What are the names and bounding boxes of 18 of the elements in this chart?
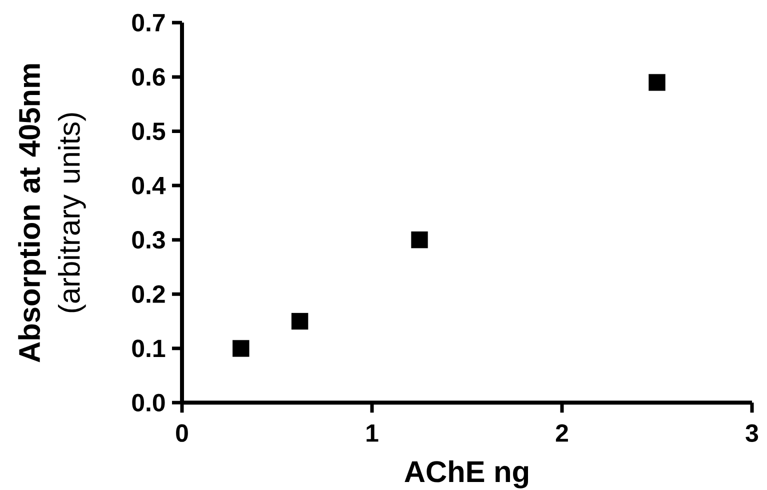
y-tick-label: 0.0 (132, 394, 165, 412)
x-tick-label: 0 (176, 424, 188, 442)
y-tick-label: 0.4 (132, 176, 166, 194)
x-tick-label: 2 (556, 424, 568, 442)
x-tick-label: 3 (746, 424, 758, 442)
x-tick-label: 1 (366, 424, 378, 442)
y-tick-label: 0.7 (132, 14, 165, 32)
point (648, 74, 666, 91)
y-tick-label: 0.1 (132, 340, 166, 358)
y-tick-label: 0.5 (132, 122, 166, 140)
point (291, 312, 308, 330)
y-axis-title: Absorption at 405nm (arbitrary units) (18, 64, 86, 362)
y-tick-label: 0.6 (132, 68, 165, 86)
point (411, 231, 428, 248)
x-axis-title: AChE ng (404, 460, 528, 488)
point (232, 340, 250, 357)
y-tick-label: 0.3 (132, 230, 165, 249)
y-tick-label: 0.2 (132, 285, 165, 303)
